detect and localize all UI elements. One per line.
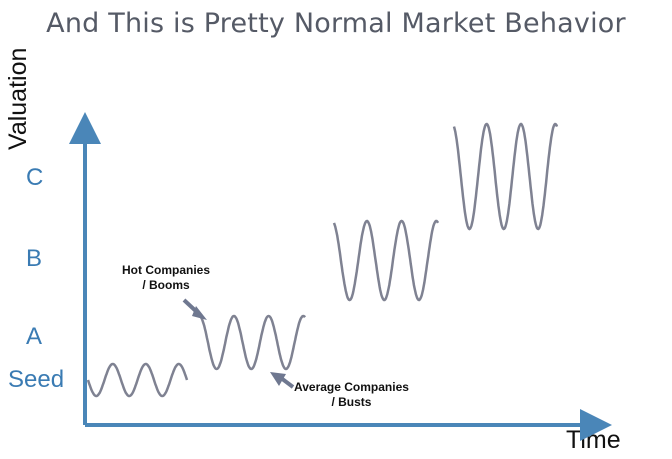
hot-companies-arrow: [182, 298, 207, 320]
average-companies-arrow: [270, 372, 295, 389]
hot-companies-annotation: Hot Companies / Booms: [122, 263, 210, 293]
level-label-a: A: [26, 323, 43, 350]
average-companies-annotation: Average Companies / Busts: [294, 380, 409, 410]
hot-companies-line1: Hot Companies: [122, 263, 211, 277]
wave-c: [452, 122, 559, 231]
wave-seed: [86, 362, 189, 398]
level-label-b: B: [26, 245, 43, 272]
wave-b: [332, 219, 440, 302]
average-companies-line2: / Busts: [331, 395, 372, 409]
wave-a: [199, 314, 306, 371]
hot-companies-line2: / Booms: [142, 278, 190, 292]
level-label-seed: Seed: [8, 366, 65, 393]
average-companies-line1: Average Companies: [294, 380, 409, 394]
level-label-c: C: [26, 164, 44, 191]
slide-title: And This is Pretty Normal Market Behavio…: [46, 8, 626, 39]
